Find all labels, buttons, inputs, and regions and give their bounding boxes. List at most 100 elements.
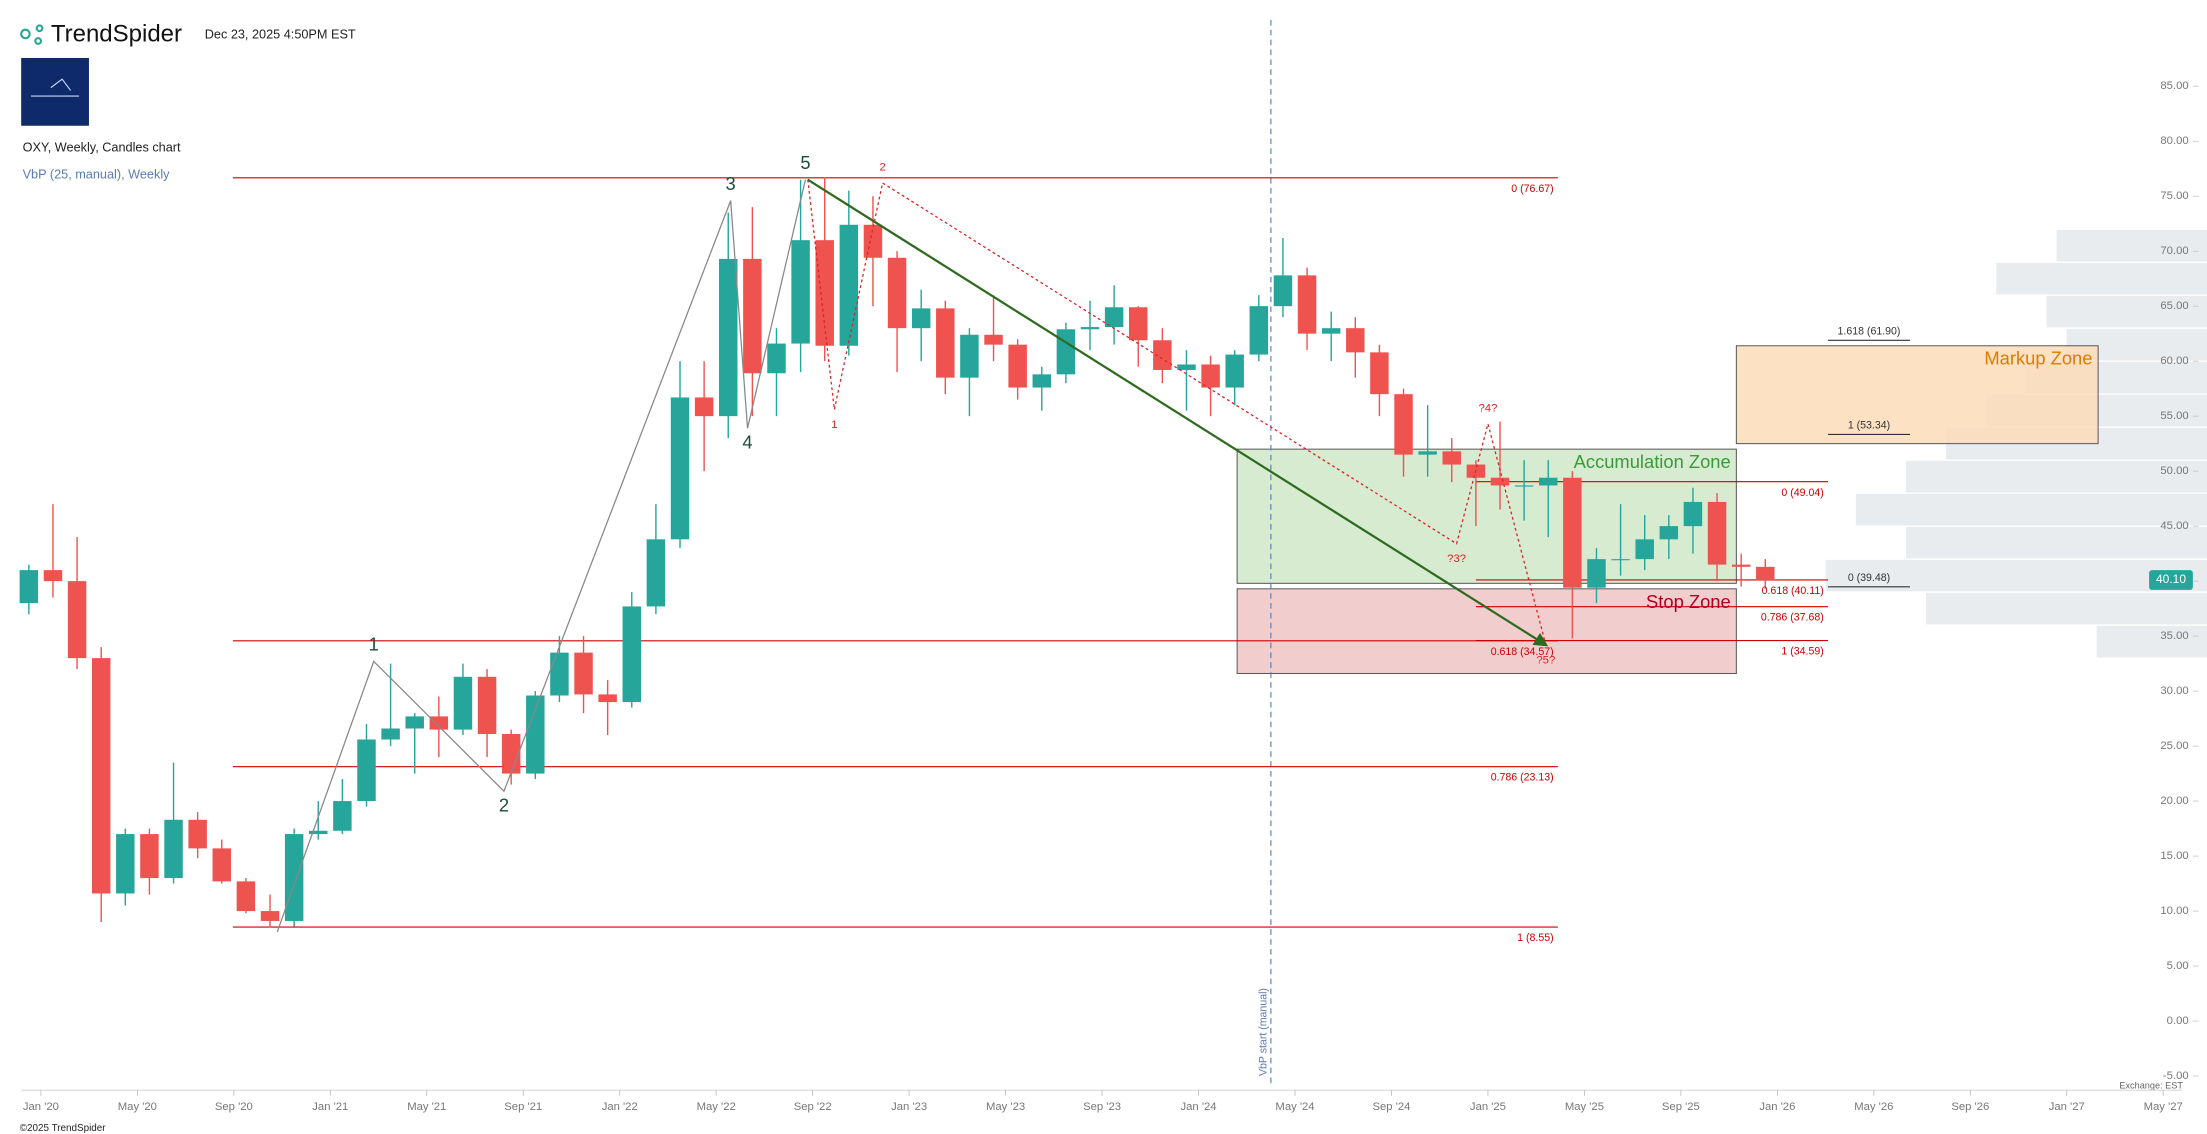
candle-body	[911, 308, 931, 329]
candle-body	[236, 881, 256, 912]
y-tick-label: 55.00	[2160, 410, 2188, 422]
fib-label: 1 (53.34)	[1848, 420, 1890, 432]
fib-label: 0 (39.48)	[1848, 572, 1890, 584]
candle-body	[1321, 328, 1341, 334]
brand-name: TrendSpider	[51, 21, 182, 48]
volume-profile-bar	[1906, 526, 2207, 559]
symbol-label: OXY, Weekly, Candles chart	[23, 141, 181, 155]
symbol-logo-mark	[31, 78, 80, 97]
volume-profile-bar	[1996, 262, 2207, 295]
x-tick-label: May '23	[986, 1101, 1025, 1113]
fib-label: 0.786 (23.13)	[1491, 772, 1554, 784]
candle-body	[1080, 327, 1100, 330]
x-tick-label: May '20	[118, 1101, 157, 1113]
candle-body	[1056, 329, 1076, 375]
candle-body	[1273, 275, 1293, 307]
candle-body	[1731, 564, 1751, 567]
y-tick-label: 5.00	[2167, 960, 2189, 972]
candle-body	[1346, 328, 1365, 353]
y-tick-label: 35.00	[2160, 630, 2188, 642]
candle-body	[405, 716, 424, 729]
fib-label: 1.618 (61.90)	[1838, 326, 1901, 338]
candle-body	[453, 676, 473, 730]
brand-logo: TrendSpider	[20, 21, 182, 48]
candle-body	[164, 819, 183, 879]
x-tick-label: Jan '25	[1470, 1101, 1506, 1113]
x-tick-label: Sep '22	[794, 1101, 832, 1113]
wave-label: ?5?	[1536, 654, 1555, 666]
candle-body	[1249, 306, 1269, 355]
fib-label: 1 (8.55)	[1517, 932, 1553, 944]
candle-body	[1394, 394, 1413, 455]
candle-body	[188, 819, 207, 849]
symbol-logo	[21, 57, 89, 126]
indicator-label: VbP (25, manual), Weekly	[23, 168, 171, 182]
candle-body	[598, 694, 617, 703]
x-tick-label: Sep '26	[1951, 1101, 1989, 1113]
wave-label: 2	[879, 161, 885, 173]
wave-line	[276, 179, 807, 933]
wave-label: 3	[726, 173, 736, 194]
wave-label: 5	[800, 152, 810, 173]
fib-label: 0 (76.67)	[1511, 183, 1553, 195]
x-tick-label: Jan '23	[891, 1101, 927, 1113]
zone-label: Accumulation Zone	[1574, 451, 1731, 472]
zone	[1236, 448, 1737, 584]
zone-label: Stop Zone	[1646, 591, 1731, 612]
candle-body	[43, 570, 63, 582]
volume-profile-bar	[1825, 559, 2207, 592]
candle-body	[333, 801, 352, 831]
timestamp: Dec 23, 2025 4:50PM EST	[205, 28, 356, 42]
candle-body	[1683, 501, 1703, 527]
candle-body	[1756, 566, 1775, 581]
candle-body	[1370, 352, 1389, 395]
y-tick-label: 70.00	[2160, 245, 2188, 257]
fib-label: 0.786 (37.68)	[1761, 612, 1824, 624]
volume-profile-bar	[1926, 592, 2207, 625]
y-tick-label: 25.00	[2160, 740, 2188, 752]
candle-body	[501, 733, 521, 774]
candle-body	[1177, 364, 1196, 370]
fib-label: 0 (49.04)	[1781, 487, 1823, 499]
candle-body	[887, 257, 907, 329]
wave-label: 1	[369, 634, 379, 655]
wave-label: ?3?	[1447, 553, 1466, 565]
y-tick-label: 15.00	[2160, 850, 2188, 862]
candle-body	[381, 728, 400, 740]
chart-layer	[19, 177, 1910, 933]
wave-label: 4	[742, 432, 752, 453]
candle-body	[767, 343, 786, 374]
x-tick-label: May '26	[1854, 1101, 1893, 1113]
overlay-layer: TrendSpider Dec 23, 2025 4:50PM EST OXY,…	[20, 21, 2199, 1134]
wave-line	[807, 178, 1549, 647]
candle-body	[670, 397, 690, 540]
candle-body	[815, 240, 834, 346]
y-tick-label: 20.00	[2160, 795, 2188, 807]
candle-body	[574, 652, 593, 695]
zone-label: Markup Zone	[1984, 348, 2092, 369]
vbp-start-label: VbP start (manual)	[1258, 988, 1270, 1076]
y-tick-label: -5.00	[2163, 1070, 2189, 1082]
candle-body	[284, 834, 304, 921]
y-tick-label: 45.00	[2160, 520, 2188, 532]
exchange-label: Exchange: EST	[2119, 1080, 2183, 1090]
y-tick-label: 30.00	[2160, 685, 2188, 697]
x-tick-label: Jan '27	[2049, 1101, 2085, 1113]
candle-body	[309, 830, 328, 835]
candle-body	[429, 716, 449, 730]
candle-body	[260, 911, 280, 921]
volume-profile-bar	[2056, 229, 2207, 262]
candle-body	[936, 308, 955, 378]
candle-body	[1104, 307, 1124, 328]
candle-body	[91, 658, 111, 894]
candle-body	[1442, 451, 1461, 465]
candle-body	[1490, 477, 1510, 486]
x-tick-label: Jan '24	[1181, 1101, 1217, 1113]
x-tick-label: May '25	[1565, 1101, 1604, 1113]
candle-body	[1297, 275, 1317, 334]
candle-body	[960, 334, 979, 378]
candle-body	[1538, 477, 1558, 486]
candle-body	[550, 652, 569, 696]
x-tick-label: Sep '20	[215, 1101, 253, 1113]
